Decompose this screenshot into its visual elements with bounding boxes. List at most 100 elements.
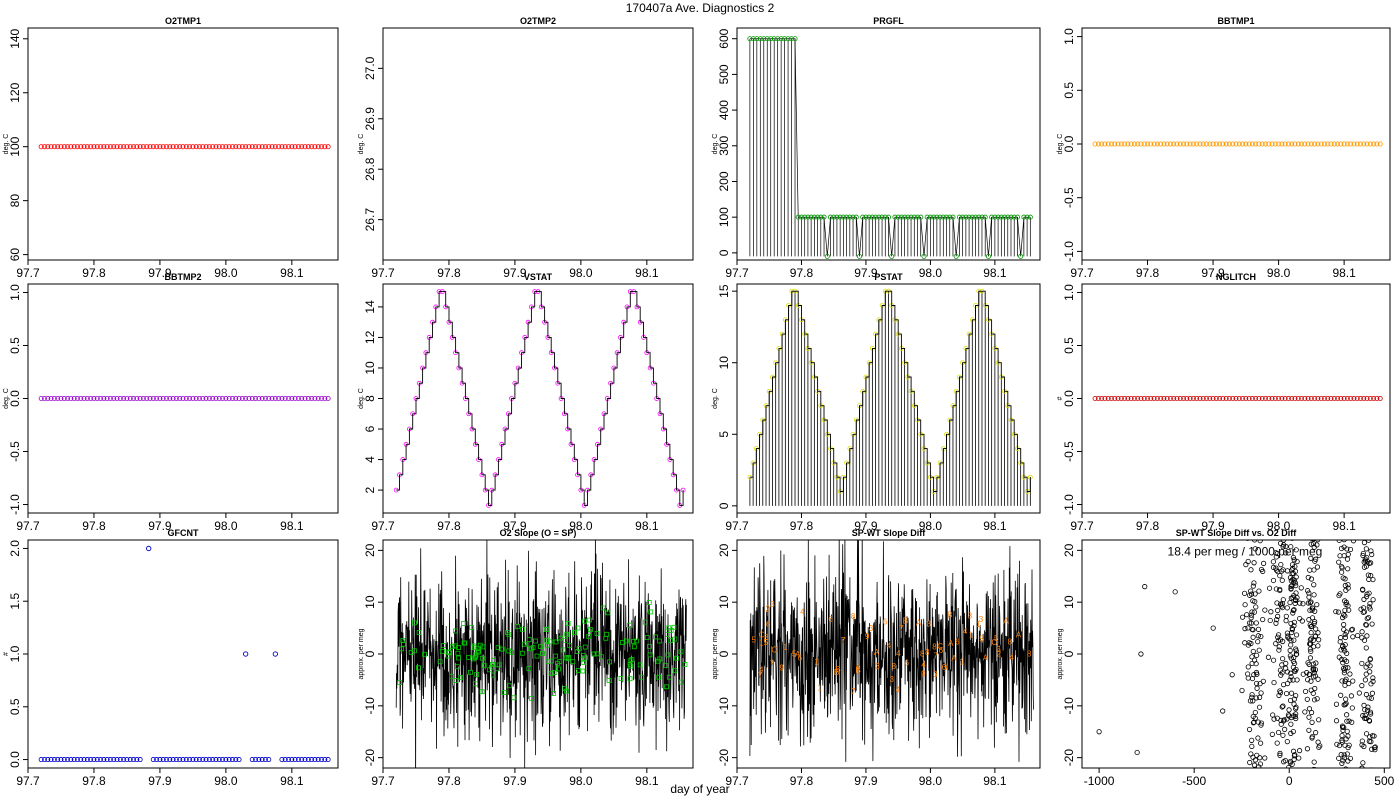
data-point: [0, 211, 2, 215]
data-point: [1242, 640, 1248, 646]
data-point: [1252, 757, 1258, 763]
data-point: [1288, 674, 1294, 680]
data-point: [1336, 742, 1343, 749]
data-point: [193, 757, 199, 763]
data-point: [262, 395, 268, 401]
data-point: [322, 757, 328, 763]
series-line: [396, 291, 684, 506]
data-point: [0, 219, 2, 223]
data-point: [65, 144, 71, 150]
data-point: [1194, 141, 1200, 147]
data-point: [1299, 141, 1305, 147]
y-tick-label: -10: [363, 697, 377, 715]
data-point: [1187, 141, 1193, 147]
data-point: [1336, 654, 1342, 660]
y-tick-label: 20: [717, 543, 731, 557]
data-point: [282, 144, 288, 150]
data-point: [1333, 608, 1339, 615]
panel-o2slope: O2 Slope (O = SP) approx. per meg 97.7 97.8…: [358, 528, 694, 788]
data-point: [256, 144, 262, 150]
data-point: [1274, 550, 1280, 557]
data-point: [78, 144, 84, 150]
data-point: [1256, 770, 1260, 774]
data-point: [312, 395, 318, 401]
x-tick-label: 97.9: [148, 519, 172, 533]
data-point: [1018, 253, 1024, 259]
data-point: [1248, 567, 1254, 573]
data-point: [1367, 734, 1373, 740]
data-point: [154, 757, 160, 763]
data-point: [1366, 604, 1372, 610]
data-point: [1239, 687, 1245, 694]
data-point: [1306, 727, 1312, 733]
data-point: [177, 395, 183, 401]
data-point: [1256, 694, 1263, 700]
data-point: [0, 213, 2, 217]
data-point: [101, 757, 107, 763]
data-point: [1275, 613, 1281, 619]
data-point: [137, 395, 143, 401]
figure-suptitle: 170407a Ave. Diagnostics 2: [626, 1, 775, 15]
data-point: [1310, 690, 1316, 696]
data-point: [1355, 632, 1361, 639]
data-point: [0, 213, 2, 217]
data-point: [1341, 755, 1347, 761]
data-point: [1354, 141, 1360, 147]
data-point: [1328, 395, 1334, 401]
data-point: [1291, 654, 1297, 661]
data-point: [1284, 739, 1290, 745]
data-point: [1246, 620, 1253, 626]
data-point: [1285, 395, 1291, 401]
data-point: [562, 685, 568, 691]
data-point: [1164, 395, 1170, 401]
data-point: [0, 213, 2, 217]
data-point: [223, 757, 229, 763]
data-point: [1348, 693, 1355, 699]
data-point: [591, 651, 597, 657]
data-point: [543, 627, 549, 632]
panel-title: PSTAT: [874, 272, 903, 282]
data-point: [124, 395, 130, 401]
panel-title: NGLITCH: [1216, 272, 1256, 282]
data-point: [1251, 609, 1257, 615]
panel-spwt_vs_o2: SP-WT Slope Diff vs. O2 Diff approx. per …: [1057, 528, 1395, 788]
data-point: [1275, 607, 1281, 613]
data-point: [1024, 214, 1030, 220]
data-point: [1288, 637, 1294, 644]
data-point: [1308, 541, 1314, 547]
data-point: [302, 757, 308, 763]
data-point: [1362, 677, 1368, 683]
data-point: [107, 757, 113, 763]
data-point: [1184, 395, 1190, 401]
data-point: [547, 639, 553, 645]
y-tick-label: 26.9: [363, 107, 377, 131]
data-point: [0, 212, 2, 216]
data-point: [0, 223, 2, 227]
data-point: [889, 253, 895, 259]
data-point: [183, 395, 189, 401]
data-point: [150, 395, 156, 401]
data-point: [206, 757, 212, 763]
data-point: [1342, 631, 1348, 638]
data-point: [494, 666, 500, 672]
data-point: [309, 395, 315, 401]
data-point: [1325, 141, 1331, 147]
data-point: C: [937, 642, 943, 651]
data-point: [1366, 738, 1372, 744]
data-point: [1345, 758, 1351, 764]
data-point: [84, 395, 90, 401]
data-point: [1282, 141, 1288, 147]
data-point: [0, 224, 2, 228]
x-tick-label: 97.9: [1201, 266, 1225, 280]
data-point: [1135, 141, 1141, 147]
data-point: [1304, 696, 1310, 702]
data-point: [605, 610, 611, 616]
data-point: [279, 144, 285, 150]
panel-title: O2TMP1: [165, 16, 201, 26]
data-point: [190, 395, 196, 401]
data-point: [229, 144, 235, 150]
data-point: [81, 757, 87, 763]
data-point: [533, 638, 538, 644]
data-point: [1285, 141, 1291, 147]
